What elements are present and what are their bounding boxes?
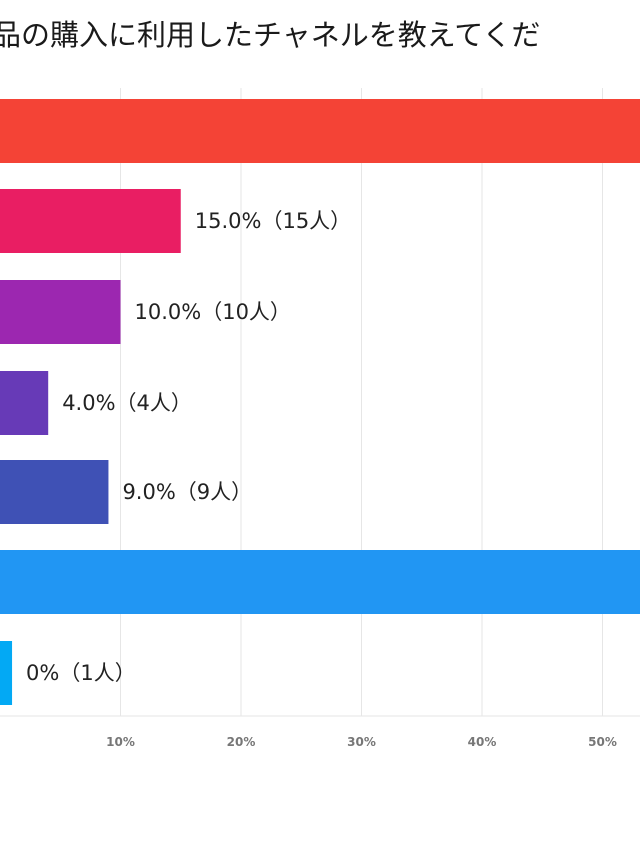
bar-value-label: 0%（1人） <box>26 661 136 685</box>
bar-labels: 15.0%（15人） 10.0%（10人） 4.0%（4人） 9.0%（9人） 0%（1… <box>26 209 351 685</box>
bar-value-label: 15.0%（15人） <box>195 209 351 233</box>
bar-value-label: 9.0%（9人） <box>122 480 252 504</box>
x-axis-ticks: 10% 20% 30% 40% 50% <box>106 735 617 749</box>
bar <box>0 371 49 435</box>
x-tick-label: 20% <box>227 735 256 749</box>
chart-title: 品の購入に利用したチャネルを教えてくだ <box>0 18 541 52</box>
bar <box>0 189 181 253</box>
bar <box>0 641 13 705</box>
bar-value-label: 4.0%（4人） <box>62 391 192 415</box>
bar <box>0 280 121 344</box>
x-tick-label: 40% <box>468 735 497 749</box>
bar <box>0 460 109 524</box>
x-tick-label: 50% <box>588 735 617 749</box>
bars <box>0 99 640 705</box>
bar <box>0 99 640 163</box>
bar <box>0 550 640 614</box>
x-tick-label: 10% <box>106 735 135 749</box>
bar-value-label: 10.0%（10人） <box>135 300 291 324</box>
x-tick-label: 30% <box>347 735 376 749</box>
